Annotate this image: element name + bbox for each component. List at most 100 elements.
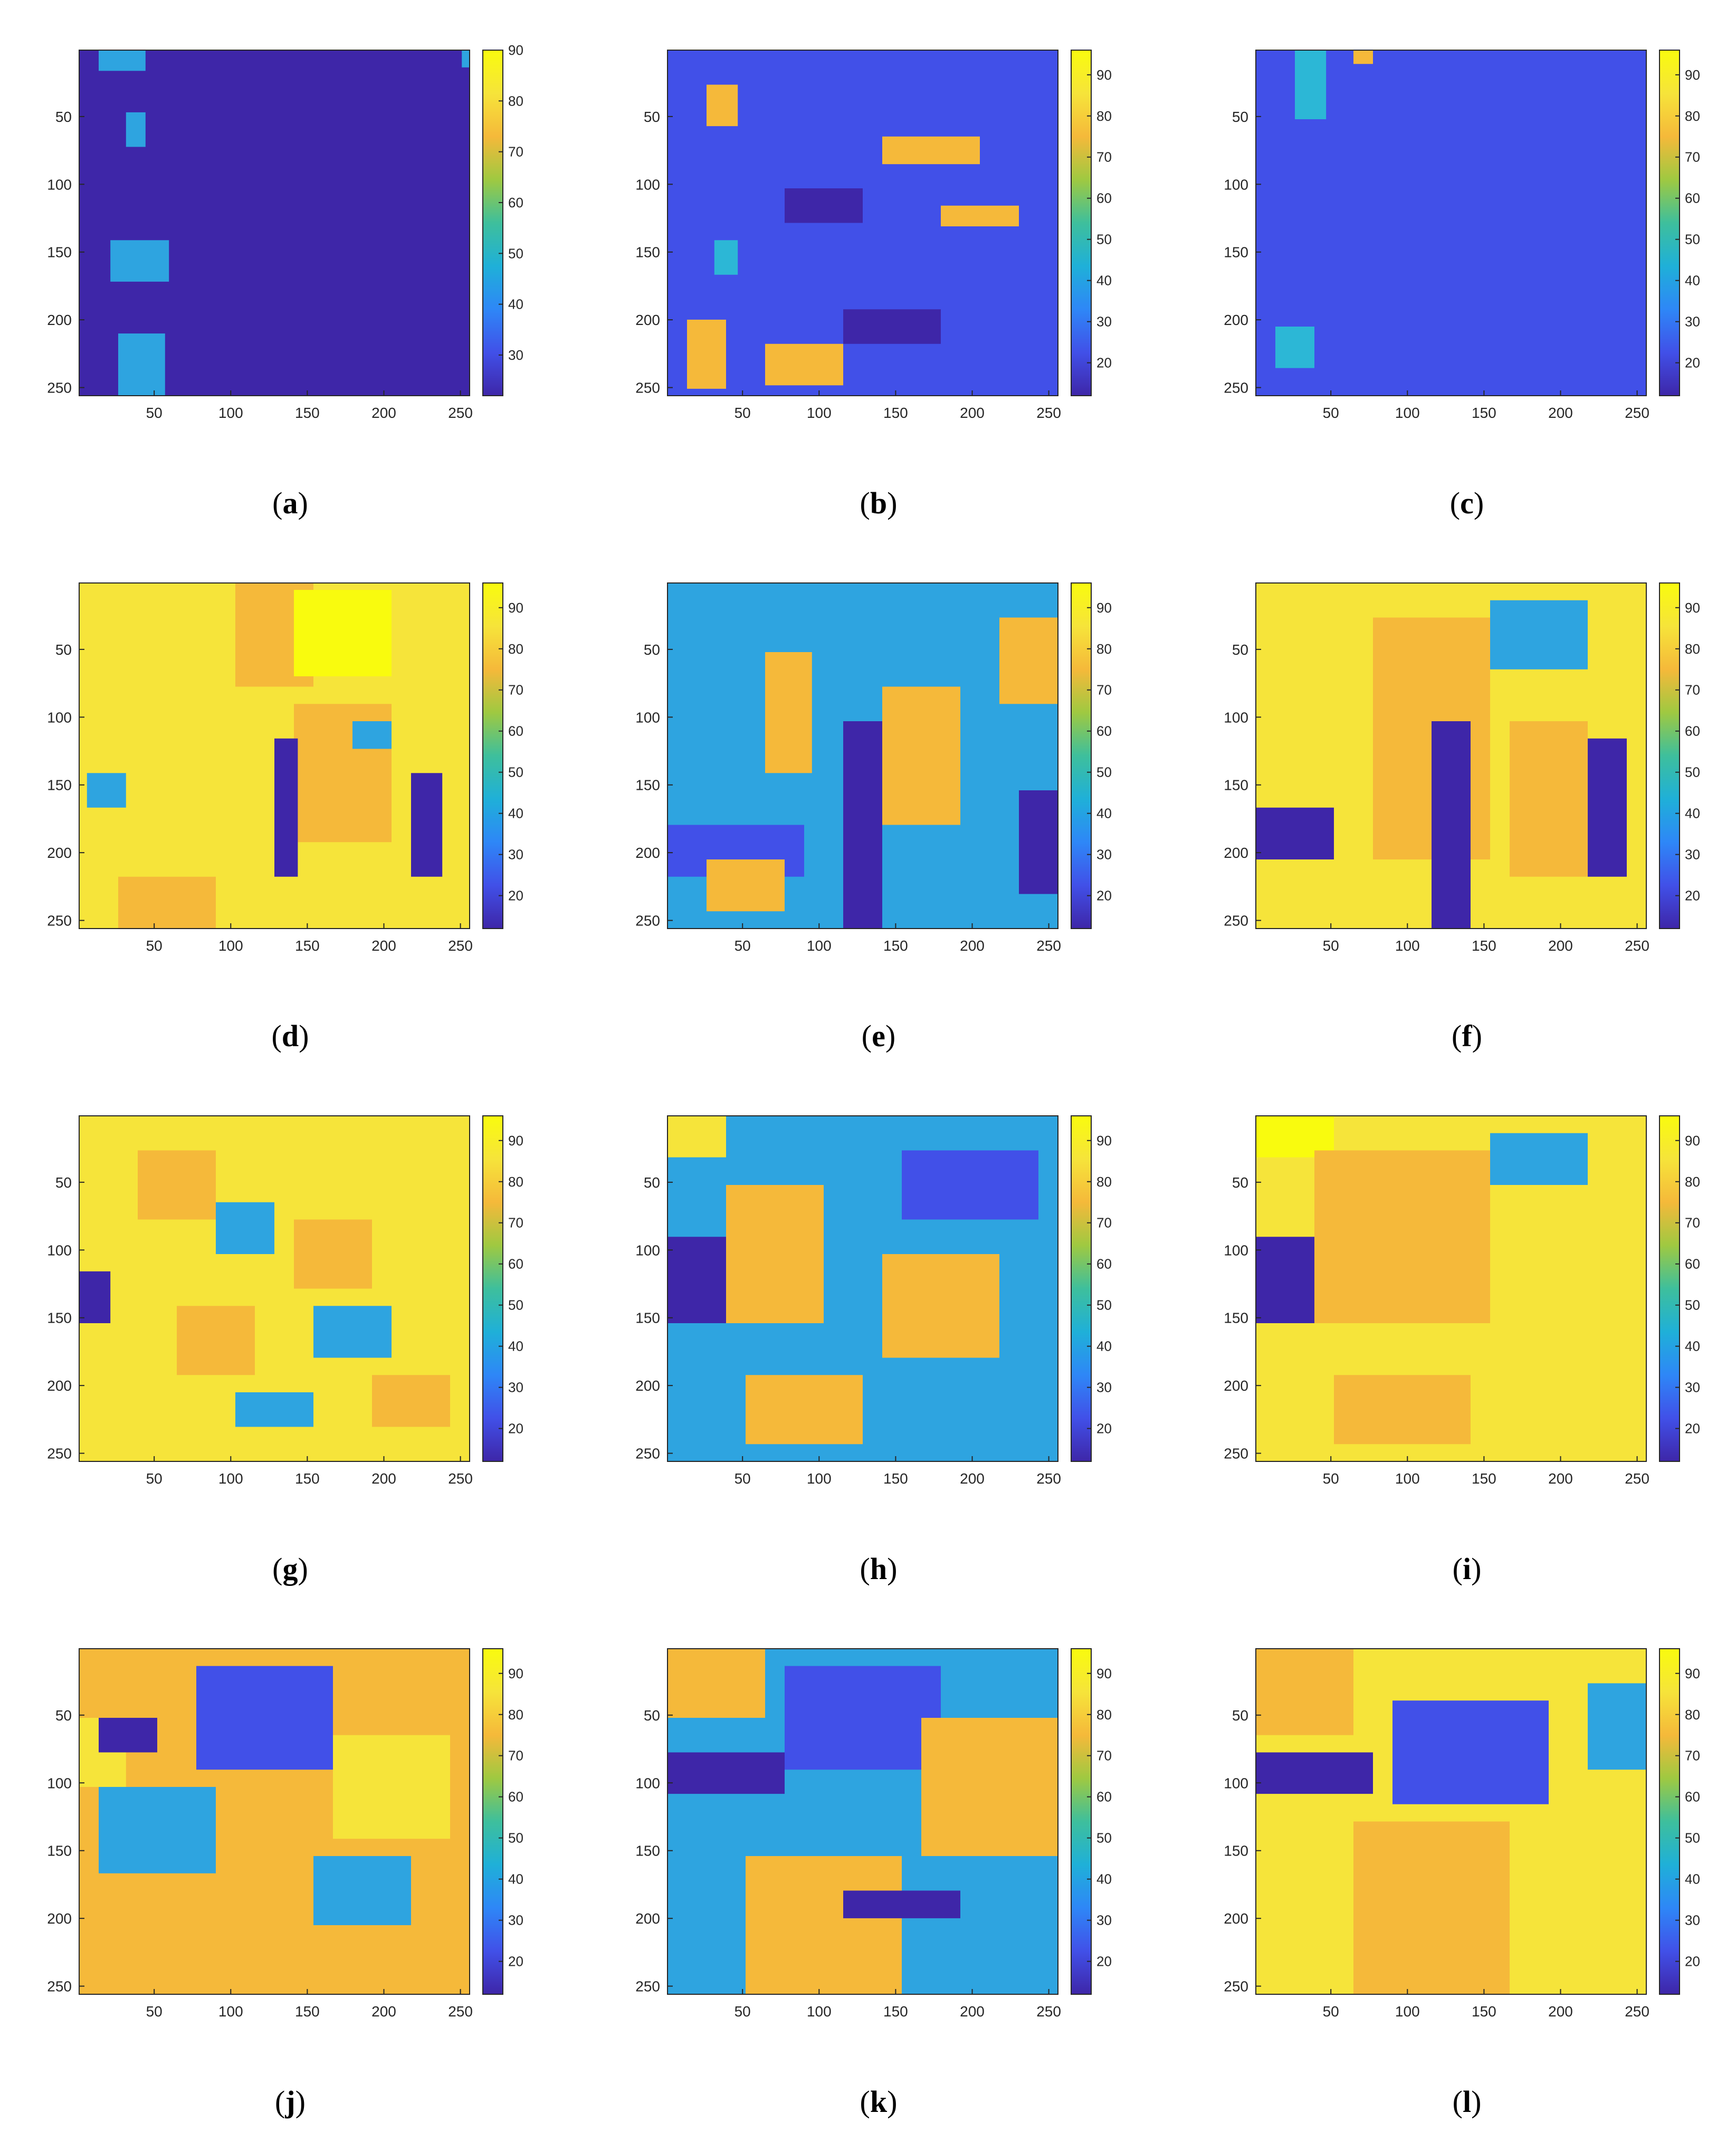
caption-close-paren: ) <box>298 1552 308 1586</box>
heatmap-region <box>177 1306 255 1375</box>
heatmap-region <box>1353 1821 1510 1994</box>
colorbar-tick-label: 50 <box>508 1297 523 1313</box>
heatmap-chart-f: 50 100 150 200 250 50 100 150 200 250 20 30 40 50 60 70… <box>1224 582 1700 954</box>
panel-l: 50 100 150 200 250 50 100 150 200 250 20 30 40 50 60 70… <box>1177 1625 1736 2142</box>
x-tick-label: 250 <box>448 1470 473 1487</box>
y-tick-label: 200 <box>1224 845 1248 861</box>
y-tick-label: 100 <box>47 1775 72 1791</box>
heatmap-region <box>714 240 738 275</box>
heatmap-region <box>1432 721 1471 929</box>
colorbar-tick-label: 60 <box>508 1789 523 1805</box>
heatmap-region <box>313 1306 392 1358</box>
colorbar <box>1659 1648 1680 1995</box>
heatmap-region <box>333 1735 450 1839</box>
colorbar-tick-label: 40 <box>508 297 523 312</box>
y-tick-label: 250 <box>47 380 72 396</box>
caption-letter: f <box>1462 1019 1472 1053</box>
x-tick-label: 50 <box>1323 1470 1339 1487</box>
colorbar-tick-label: 90 <box>1685 67 1700 83</box>
colorbar-tick-label: 30 <box>508 847 523 863</box>
colorbar-tick-label: 30 <box>1096 1913 1112 1928</box>
panel-caption: (h) <box>588 1551 1169 1586</box>
x-tick-label: 50 <box>146 938 163 954</box>
heatmap-region <box>667 1237 726 1323</box>
heatmap-region <box>99 1787 216 1873</box>
heatmap-chart-b: 50 100 150 200 250 50 100 150 200 250 20 30 40 50 60 70… <box>635 50 1112 421</box>
colorbar-tick-label: 80 <box>1685 108 1700 124</box>
axes-frame <box>79 1648 470 1995</box>
colorbar-tick-label: 90 <box>1096 1133 1112 1149</box>
x-tick-label: 50 <box>146 405 163 421</box>
caption-open-paren: ( <box>271 1019 282 1053</box>
y-tick-label: 100 <box>1224 1242 1248 1258</box>
x-tick-label: 50 <box>146 1470 163 1487</box>
panel-caption: (k) <box>588 2084 1169 2119</box>
heatmap-chart-i: 50 100 150 200 250 50 100 150 200 250 20 30 40 50 60 70… <box>1224 1115 1700 1487</box>
colorbar-tick-label: 30 <box>508 1380 523 1395</box>
colorbar-tick-label: 20 <box>508 1421 523 1437</box>
x-tick-label: 150 <box>1472 2003 1496 2020</box>
y-tick-label: 200 <box>1224 1910 1248 1927</box>
colorbar-tick-label: 40 <box>1096 1338 1112 1354</box>
y-tick-label: 50 <box>1232 642 1248 658</box>
panel-j: 50 100 150 200 250 50 100 150 200 250 20 30 40 50 60 70… <box>0 1625 580 2142</box>
colorbar-tick-label: 50 <box>1685 764 1700 780</box>
heatmap-region <box>921 1718 1058 1856</box>
colorbar-tick-label: 20 <box>1685 888 1700 904</box>
caption-close-paren: ) <box>298 486 308 520</box>
colorbar-tick-label: 30 <box>508 347 523 363</box>
heatmap-region <box>99 1718 157 1753</box>
heatmap-region <box>1256 1237 1314 1323</box>
x-tick-label: 200 <box>960 1470 985 1487</box>
y-tick-label: 250 <box>635 1446 660 1462</box>
caption-letter: k <box>870 2084 888 2119</box>
x-tick-label: 150 <box>295 1470 320 1487</box>
colorbar-tick-label: 20 <box>1685 1421 1700 1437</box>
x-tick-label: 200 <box>960 2003 985 2020</box>
x-tick-label: 100 <box>1395 405 1420 421</box>
x-tick-label: 250 <box>1036 938 1061 954</box>
colorbar-tick-label: 80 <box>1096 1707 1112 1723</box>
colorbar-tick-label: 60 <box>1685 1256 1700 1272</box>
caption-letter: c <box>1460 486 1474 520</box>
colorbar <box>482 1115 503 1462</box>
x-tick-label: 50 <box>146 2003 163 2020</box>
y-tick-label: 150 <box>635 244 660 261</box>
colorbar-tick-label: 70 <box>1685 1215 1700 1231</box>
colorbar-tick-label: 60 <box>1685 723 1700 739</box>
heatmap-region <box>294 1219 372 1289</box>
y-tick-label: 100 <box>47 1242 72 1258</box>
heatmap-chart-k: 50 100 150 200 250 50 100 150 200 250 20 30 40 50 60 70… <box>635 1648 1112 2020</box>
colorbar-tick-label: 40 <box>508 1871 523 1887</box>
heatmap-region <box>216 1202 274 1254</box>
x-tick-label: 200 <box>371 405 396 421</box>
colorbar-tick-label: 50 <box>508 1830 523 1846</box>
caption-letter: a <box>282 486 298 520</box>
colorbar-tick-label: 80 <box>1096 641 1112 657</box>
colorbar <box>1071 582 1092 929</box>
y-tick-label: 150 <box>1224 1310 1248 1326</box>
heatmap-region <box>667 1649 765 1718</box>
heatmap-region <box>726 1185 824 1323</box>
colorbar-tick-label: 70 <box>1096 149 1112 165</box>
caption-letter: g <box>282 1552 298 1586</box>
colorbar <box>482 1648 503 1995</box>
colorbar-tick-label: 80 <box>508 1707 523 1723</box>
colorbar-tick-label: 60 <box>1096 1789 1112 1805</box>
heatmap-chart-h: 50 100 150 200 250 50 100 150 200 250 20 30 40 50 60 70… <box>635 1115 1112 1487</box>
caption-close-paren: ) <box>887 2084 898 2119</box>
x-tick-label: 250 <box>448 405 473 421</box>
y-tick-label: 50 <box>644 1707 660 1724</box>
y-tick-label: 100 <box>1224 176 1248 193</box>
colorbar-tick-label: 30 <box>1685 1913 1700 1928</box>
colorbar-tick-label: 50 <box>1096 232 1112 247</box>
heatmap-region <box>785 1666 941 1770</box>
caption-letter: h <box>870 1552 888 1586</box>
colorbar-tick-label: 90 <box>508 1133 523 1149</box>
y-tick-label: 200 <box>47 1910 72 1927</box>
y-tick-label: 150 <box>47 1310 72 1326</box>
x-tick-label: 150 <box>295 2003 320 2020</box>
axes-frame <box>667 582 1058 929</box>
x-tick-label: 200 <box>1548 1470 1573 1487</box>
